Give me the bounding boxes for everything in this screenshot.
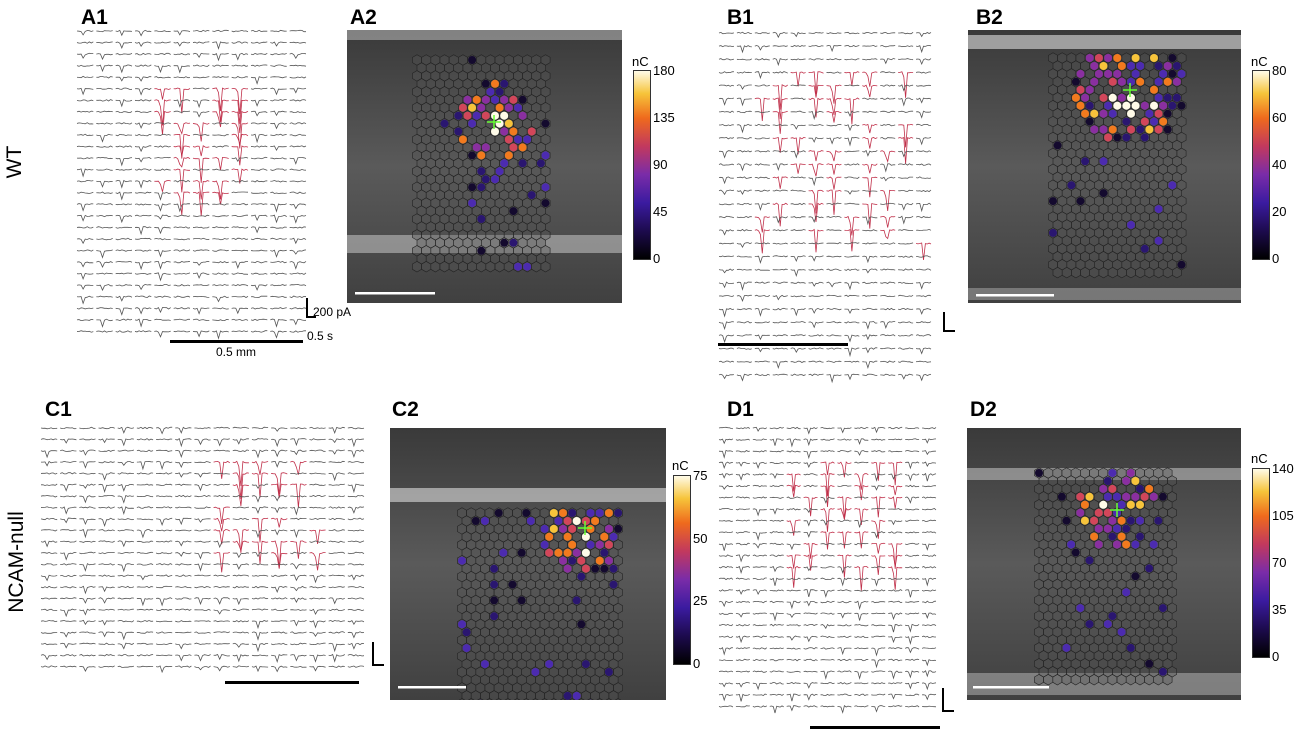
trace-grid-a1 — [76, 29, 307, 340]
colorbar-tick: 0 — [653, 251, 661, 266]
row-label-ncam-null: NCAM-null — [5, 511, 28, 613]
slice-image-c2 — [390, 428, 666, 700]
panel-label-d1: D1 — [727, 398, 754, 421]
scale-bar-c1 — [372, 642, 384, 666]
trace-grid-d1 — [718, 426, 937, 714]
distance-bar-a1 — [170, 340, 303, 343]
colorbar-tick: 45 — [653, 204, 668, 219]
colorbar-unit-c2: nC — [672, 458, 689, 473]
colorbar-tick: 0 — [1272, 649, 1280, 664]
colorbar-tick: 0 — [1272, 251, 1280, 266]
colorbar-tick: 80 — [1272, 63, 1287, 78]
panel-label-b1: B1 — [727, 6, 754, 29]
colorbar-tick: 35 — [1272, 602, 1287, 617]
panel-label-c2: C2 — [392, 398, 419, 421]
colorbar-tick: 105 — [1272, 508, 1294, 523]
slice-image-a2 — [347, 30, 622, 303]
scale-time-label: 0.5 s — [307, 329, 334, 343]
panel-label-b2: B2 — [976, 6, 1003, 29]
colorbar-tick: 135 — [653, 110, 675, 125]
colorbar-tick: 75 — [693, 468, 708, 483]
distance-bar-d1 — [810, 726, 940, 729]
colorbar-tick: 90 — [653, 157, 668, 172]
panel-label-c1: C1 — [45, 398, 72, 421]
trace-grid-c1 — [40, 426, 365, 674]
distance-bar-c1 — [225, 681, 359, 684]
colorbar-tick: 140 — [1272, 461, 1294, 476]
colorbar-tick: 0 — [693, 656, 701, 671]
colorbar-tick: 40 — [1272, 157, 1287, 172]
slice-image-b2 — [968, 30, 1241, 303]
slice-image-d2 — [967, 428, 1241, 700]
scale-distance-label: 0.5 mm — [216, 345, 257, 359]
panel-label-a2: A2 — [350, 6, 377, 29]
trace-grid-b1 — [718, 31, 932, 384]
distance-bar-b1 — [718, 343, 848, 346]
panel-label-a1: A1 — [81, 6, 108, 29]
panel-label-d2: D2 — [970, 398, 997, 421]
row-label-wt: WT — [3, 145, 26, 179]
colorbar-d2 — [1252, 468, 1270, 658]
colorbar-b2 — [1252, 70, 1270, 260]
colorbar-tick: 20 — [1272, 204, 1287, 219]
scale-current-label: 200 pA — [313, 305, 352, 319]
scale-bar-a1 — [306, 298, 316, 318]
colorbar-tick: 25 — [693, 593, 708, 609]
colorbar-unit-a2: nC — [632, 54, 649, 69]
colorbar-unit-d2: nC — [1251, 451, 1268, 466]
scale-bar-d1 — [942, 688, 954, 712]
colorbar-tick: 50 — [693, 530, 708, 546]
colorbar-tick: 60 — [1272, 110, 1287, 125]
colorbar-a2 — [633, 70, 651, 260]
colorbar-c2 — [673, 475, 691, 665]
scale-bar-b1 — [943, 312, 955, 332]
colorbar-unit-b2: nC — [1251, 54, 1268, 69]
colorbar-tick: 70 — [1272, 555, 1287, 570]
colorbar-tick: 180 — [653, 63, 675, 78]
